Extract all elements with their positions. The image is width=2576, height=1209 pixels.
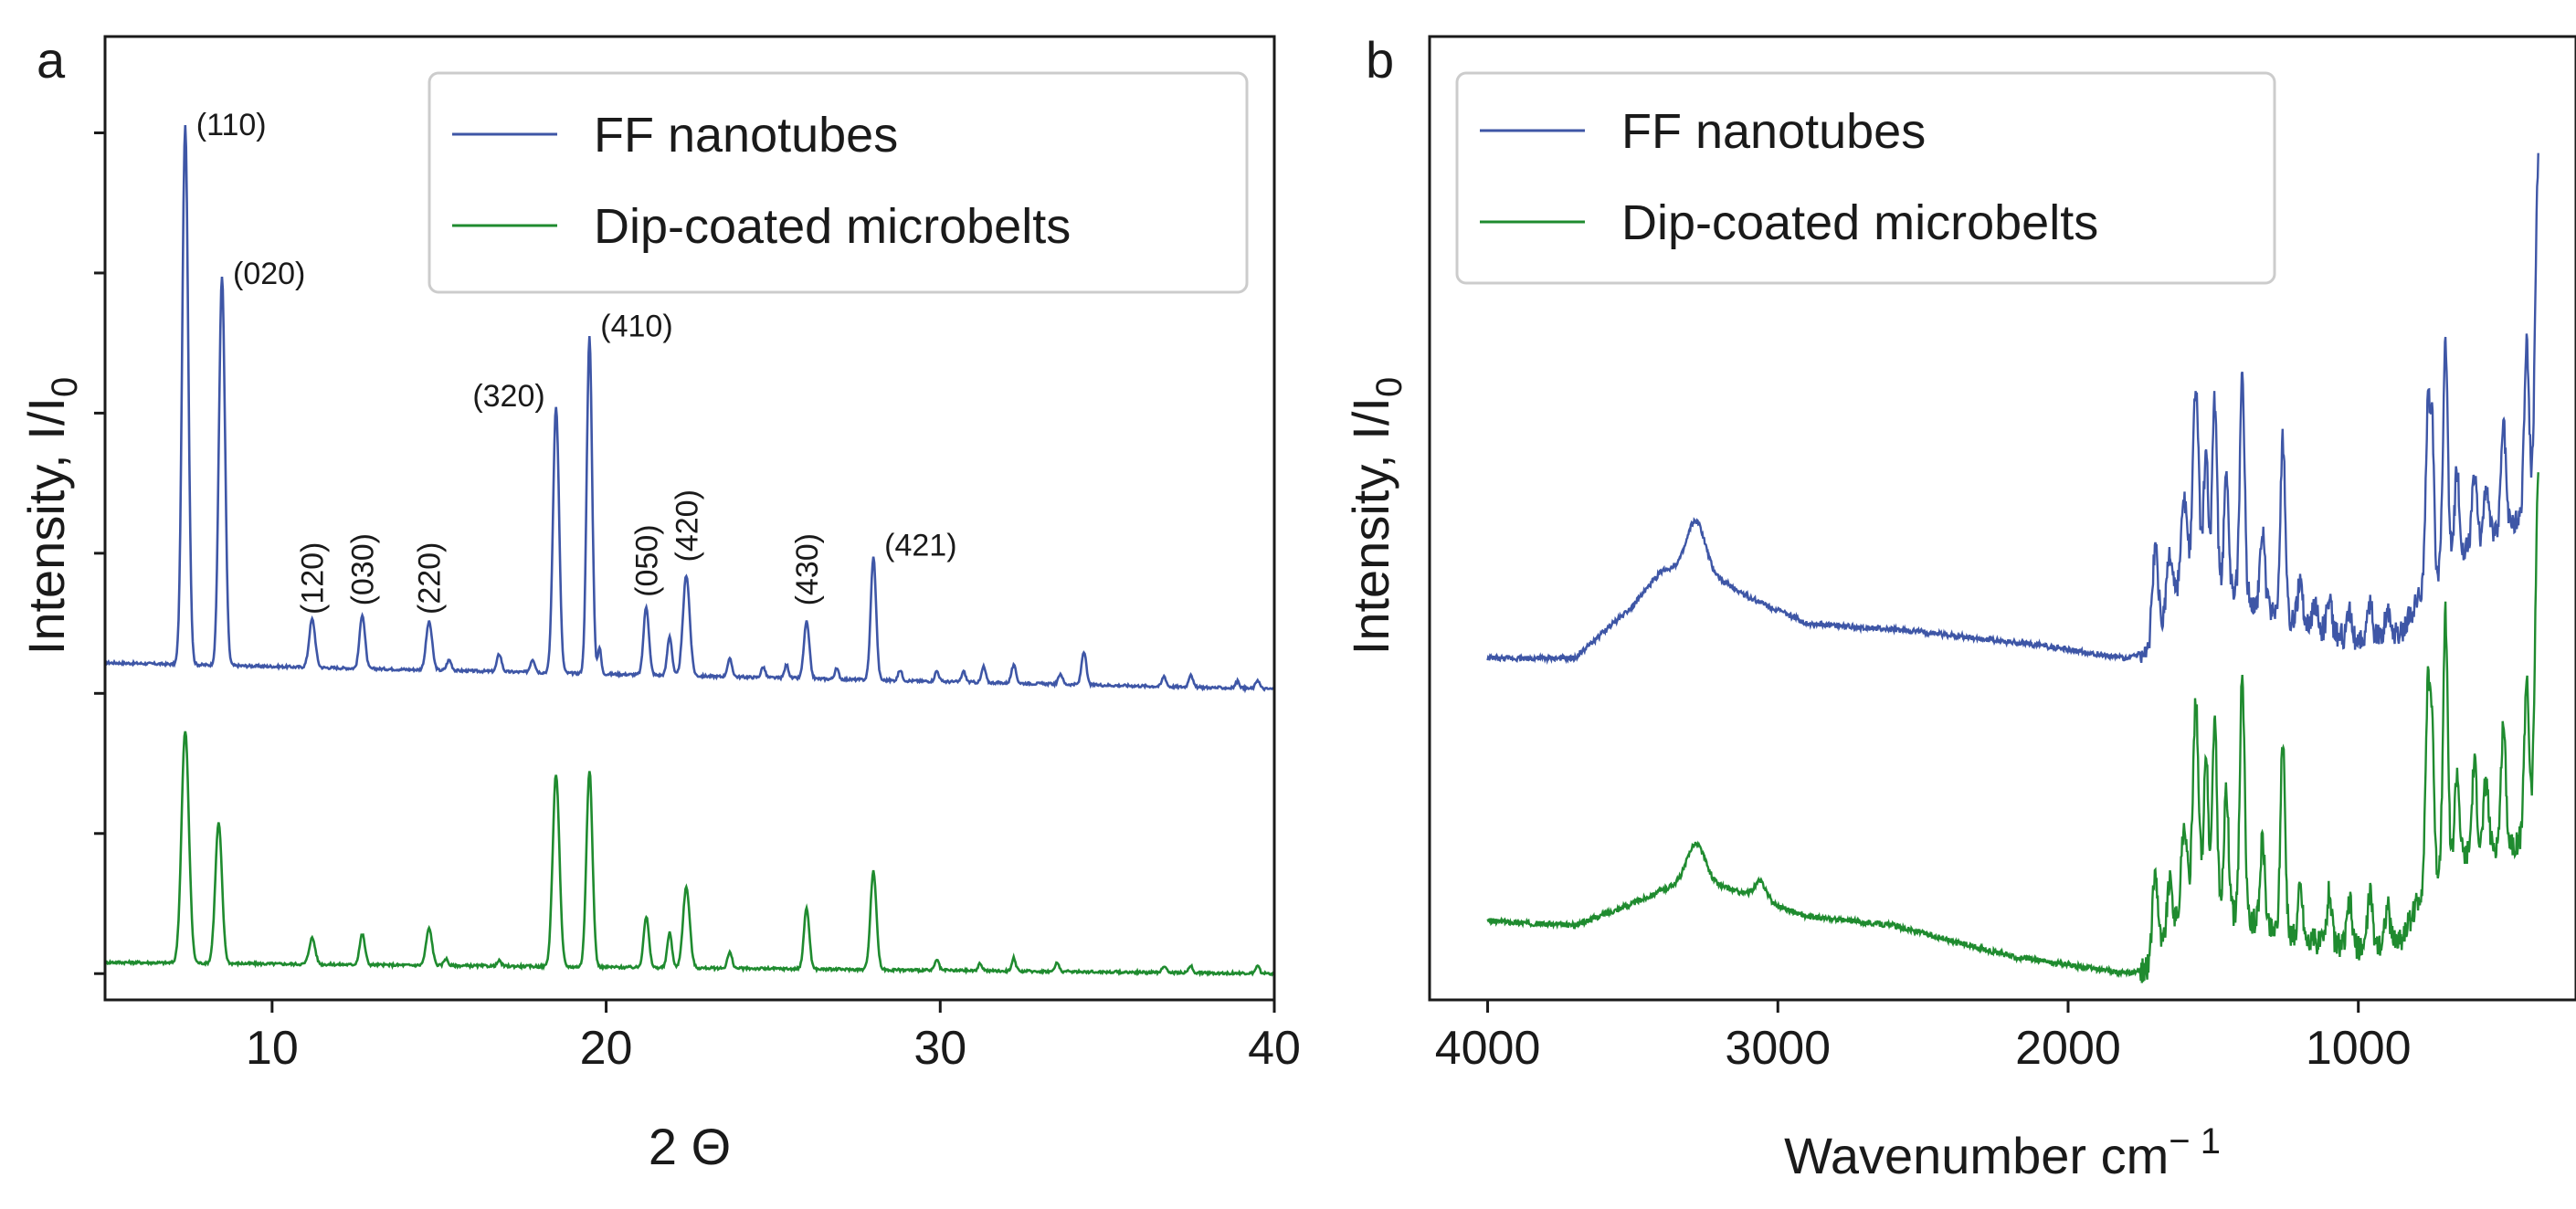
panel-b-y-label: Intensity, I/I0 [1342,377,1409,655]
x-tick-label: 3000 [1725,1022,1831,1075]
panel-a-x-label: 2 Θ [649,1118,731,1175]
panel-a-legend-label-dip: Dip-coated microbelts [594,199,1071,254]
x-tick-label: 4000 [1435,1022,1541,1075]
x-tick-label: 1000 [2306,1022,2412,1075]
panel-b-frame [1428,35,2576,1002]
peak-annotation: (420) [670,489,704,562]
panel-a-legend-label-ff: FF nanotubes [594,108,898,163]
panel-a-label: a [37,31,66,89]
peak-annotation: (030) [346,533,381,605]
x-tick-label: 30 [913,1022,966,1075]
panel-b-legend: FF nanotubes Dip-coated microbelts [1455,71,2276,285]
panel-b-legend-label-dip: Dip-coated microbelts [1621,195,2098,250]
peak-annotation: (120) [296,542,331,615]
panel-b-x-ticks: 4000 3000 2000 1000 [1435,1000,2412,1075]
panel-b-series-group [1486,152,2539,983]
panel-b-y-label-sub: 0 [1369,377,1409,397]
panel-b-legend-label-ff: FF nanotubes [1621,104,1926,159]
series-line-dip-coated-microbelts [1486,472,2539,983]
panel-b-x-label-sup: − 1 [2169,1121,2221,1162]
panel-b-x-label: Wavenumber cm− 1 [1784,1121,2221,1184]
peak-annotation: (050) [629,524,664,596]
series-line-ff-nanotubes [104,124,1276,694]
panel-a-y-ticks [94,131,105,975]
panel-b-x-label-main: Wavenumber cm [1784,1127,2169,1184]
panel-a-y-label: Intensity, I/I0 [17,377,85,655]
series-line-dip-coated-microbelts [103,731,1276,978]
panel-b-label: b [1366,31,1394,89]
x-tick-label: 40 [1248,1022,1301,1075]
panel-a-chart: (110) (020) (120) (030) (220) (320) (410) (050)… [17,35,1301,1175]
panel-a-legend-box [428,71,1249,294]
x-tick-label: 2000 [2015,1022,2121,1075]
panel-a-series-group [103,124,1276,978]
panel-a-y-label-sub: 0 [45,377,85,397]
panel-a-annotations: (110) (020) (120) (030) (220) (320) (410) (050)… [196,108,957,615]
panel-a-x-ticks: 10 20 30 40 [246,1000,1301,1075]
peak-annotation: (410) [600,310,672,344]
x-tick-label: 20 [580,1022,633,1075]
peak-annotation: (421) [884,528,956,562]
panel-a-y-label-main: Intensity, I/I [17,397,75,655]
x-tick-label: 10 [246,1022,299,1075]
peak-annotation: (320) [472,379,544,414]
panel-a-frame [103,35,1276,1002]
panel-b-y-label-main: Intensity, I/I [1342,397,1399,655]
peak-annotation: (020) [233,257,305,291]
panel-a-legend: FF nanotubes Dip-coated microbelts [428,71,1249,294]
peak-annotation: (110) [196,108,267,142]
peak-annotation: (220) [413,542,448,615]
series-line-ff-nanotubes [1486,152,2539,666]
panel-b-legend-box [1455,71,2276,285]
panel-b-chart: 4000 3000 2000 1000 Wavenumber cm− 1 Intens… [1342,35,2576,1184]
peak-annotation: (430) [790,533,825,605]
